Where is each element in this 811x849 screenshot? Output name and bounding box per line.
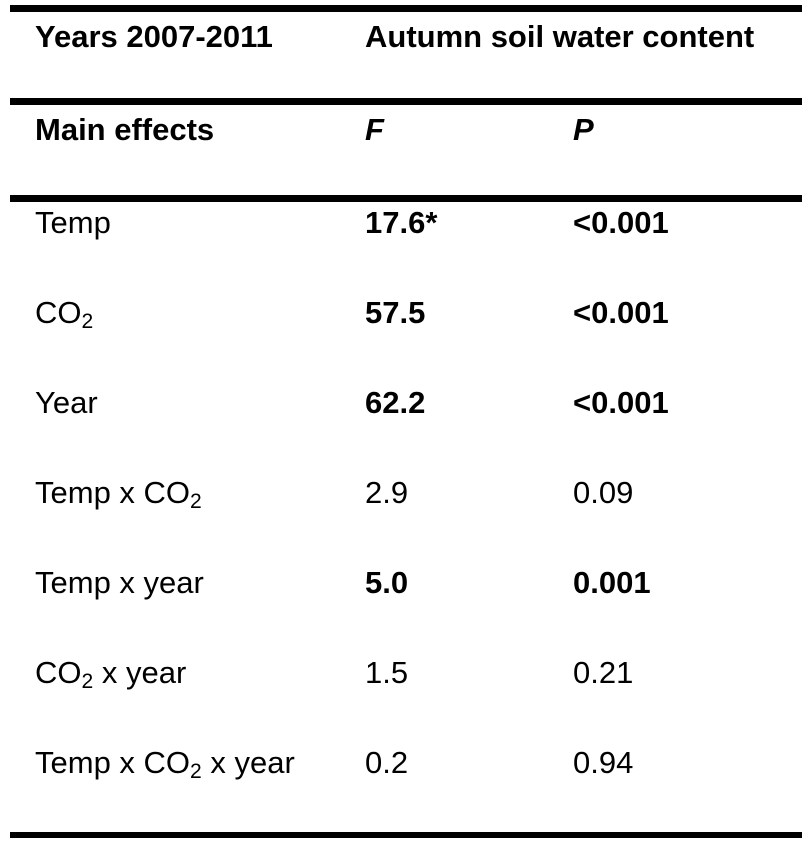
effect-cell: Temp x year <box>35 565 204 600</box>
f-value-cell: 5.0 <box>365 565 409 600</box>
top-rule <box>10 5 802 12</box>
effect-cell: Temp x CO2 x year <box>35 745 295 783</box>
effect-cell: Temp <box>35 205 111 240</box>
subscript-2: 2 <box>190 489 202 513</box>
effect-cell: CO2 <box>35 295 94 333</box>
f-value-cell: 57.5 <box>365 295 426 330</box>
header-separator-rule <box>10 98 802 105</box>
p-value-cell: <0.001 <box>573 385 669 420</box>
period-label: Years 2007-2011 <box>35 19 273 54</box>
bottom-rule <box>10 832 802 838</box>
p-value-cell: <0.001 <box>573 295 669 330</box>
anova-results-table: Years 2007-2011 Autumn soil water conten… <box>10 5 802 838</box>
p-value-cell: 0.94 <box>573 745 634 780</box>
table-row: Temp x CO2 x year 0.2 0.94 <box>10 742 802 832</box>
table-row: CO2 x year 1.5 0.21 <box>10 652 802 742</box>
table-row: Year 62.2 <0.001 <box>10 382 802 472</box>
column-header-row: Main effects F P <box>10 105 802 195</box>
title-row: Years 2007-2011 Autumn soil water conten… <box>10 12 802 98</box>
effect-cell: Temp x CO2 <box>35 475 202 513</box>
f-value-cell: 0.2 <box>365 745 409 780</box>
f-value-cell: 62.2 <box>365 385 426 420</box>
table-body: Temp 17.6* <0.001 CO2 57.5 <0.001 Year 62.2 <0.0… <box>10 202 802 832</box>
body-separator-rule <box>10 195 802 202</box>
effect-cell: CO2 x year <box>35 655 187 693</box>
p-value-cell: 0.09 <box>573 475 634 510</box>
response-variable-label: Autumn soil water content <box>365 19 755 54</box>
table-row: Temp 17.6* <0.001 <box>10 202 802 292</box>
table-row: CO2 57.5 <0.001 <box>10 292 802 382</box>
table-row: Temp x year 5.0 0.001 <box>10 562 802 652</box>
p-value-cell: 0.21 <box>573 655 634 690</box>
effect-cell: Year <box>35 385 98 420</box>
p-column-header: P <box>573 112 594 147</box>
f-value-cell: 17.6* <box>365 205 438 240</box>
f-column-header: F <box>365 112 384 147</box>
subscript-2: 2 <box>190 759 202 783</box>
f-value-cell: 1.5 <box>365 655 409 690</box>
p-value-cell: 0.001 <box>573 565 651 600</box>
subscript-2: 2 <box>81 309 94 333</box>
p-value-cell: <0.001 <box>573 205 669 240</box>
table-row: Temp x CO2 2.9 0.09 <box>10 472 802 562</box>
effects-column-header: Main effects <box>35 112 215 147</box>
f-value-cell: 2.9 <box>365 475 409 510</box>
subscript-2: 2 <box>81 669 94 693</box>
